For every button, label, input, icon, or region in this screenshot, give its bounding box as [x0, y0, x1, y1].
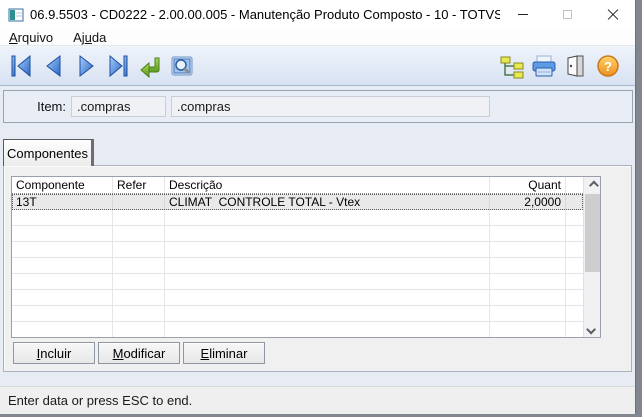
menu-bar: Arquivo Ajuda — [0, 29, 635, 46]
scrollbar-thumb[interactable] — [585, 194, 600, 272]
modificar-button[interactable]: Modificar — [98, 342, 180, 364]
enter-arrow-icon — [139, 57, 159, 79]
app-icon — [8, 8, 24, 21]
first-record-button[interactable] — [7, 52, 36, 81]
last-record-icon — [109, 54, 127, 78]
table-body: Componente Refer Descrição Quant 13T CLI… — [12, 177, 583, 337]
cell-quant: 2,0000 — [490, 194, 566, 209]
table-row-empty — [12, 226, 583, 242]
close-button[interactable] — [590, 0, 635, 29]
magnifier-icon — [171, 56, 192, 76]
status-text: Enter data or press ESC to end. — [8, 393, 193, 408]
menu-item-arquivo[interactable]: Arquivo — [9, 29, 54, 45]
previous-record-icon — [45, 54, 60, 78]
menu-item-ajuda[interactable]: Ajuda — [73, 29, 107, 45]
maximize-button[interactable] — [545, 0, 590, 29]
window-controls — [500, 0, 635, 29]
eliminar-button[interactable]: Eliminar — [183, 342, 265, 364]
table-row-empty — [12, 242, 583, 258]
print-button[interactable] — [529, 52, 558, 81]
table-row-empty — [12, 210, 583, 226]
vertical-scrollbar[interactable] — [583, 177, 600, 337]
minimize-icon — [517, 14, 528, 15]
exit-door-icon — [567, 55, 583, 77]
status-bar: Enter data or press ESC to end. — [0, 386, 635, 414]
scroll-down-button[interactable] — [584, 321, 600, 337]
previous-record-button[interactable] — [39, 52, 68, 81]
structure-button[interactable] — [497, 52, 526, 81]
window-title: 06.9.5503 - CD0222 - 2.00.00.005 - Manut… — [30, 7, 500, 22]
next-record-button[interactable] — [71, 52, 100, 81]
table-row-empty — [12, 322, 583, 337]
col-header-quant[interactable]: Quant — [490, 177, 566, 193]
exit-button[interactable] — [561, 52, 590, 81]
item-panel: Item: .compras .compras — [3, 90, 633, 123]
cell-refer — [113, 194, 165, 209]
svg-text:?: ? — [604, 59, 612, 74]
chevron-up-icon — [588, 180, 599, 190]
printer-icon — [532, 55, 555, 77]
chevron-down-icon — [585, 324, 596, 334]
toolbar: ? — [0, 46, 635, 86]
tab-frame: Componente Refer Descrição Quant 13T CLI… — [3, 165, 632, 372]
scroll-up-button[interactable] — [584, 177, 600, 193]
table-row-empty — [12, 290, 583, 306]
col-header-filler — [566, 177, 583, 193]
first-record-icon — [11, 54, 30, 78]
item-description-field[interactable]: .compras — [171, 96, 490, 117]
close-icon — [607, 9, 619, 21]
col-header-componente[interactable]: Componente — [12, 177, 113, 193]
cell-componente: 13T — [12, 194, 113, 209]
components-table: Componente Refer Descrição Quant 13T CLI… — [11, 176, 601, 338]
incluir-button[interactable]: Incluir — [13, 342, 95, 364]
last-record-button[interactable] — [103, 52, 132, 81]
table-row-empty — [12, 306, 583, 322]
tab-componentes[interactable]: Componentes — [3, 139, 94, 166]
help-icon: ? — [596, 55, 619, 77]
action-buttons: Incluir Modificar Eliminar — [13, 342, 265, 364]
title-bar: 06.9.5503 - CD0222 - 2.00.00.005 - Manut… — [0, 0, 635, 29]
toolbar-nav-group — [7, 52, 196, 81]
minimize-button[interactable] — [500, 0, 545, 29]
tab-label: Componentes — [7, 145, 88, 161]
help-button[interactable]: ? — [593, 52, 622, 81]
structure-tree-icon — [500, 56, 523, 79]
table-row-selected[interactable]: 13T CLIMAT CONTROLE TOTAL - Vtex 2,0000 — [12, 194, 583, 210]
confirm-button[interactable] — [135, 52, 164, 81]
client-area: Item: .compras .compras Componentes Comp… — [0, 86, 635, 386]
item-code-field[interactable]: .compras — [71, 96, 166, 117]
table-row-empty — [12, 258, 583, 274]
toolbar-right-group: ? — [497, 52, 622, 81]
next-record-icon — [79, 54, 94, 78]
col-header-refer[interactable]: Refer — [113, 177, 165, 193]
table-row-empty — [12, 274, 583, 290]
table-header-row: Componente Refer Descrição Quant — [12, 177, 583, 194]
item-label: Item: — [37, 99, 66, 114]
cell-descricao: CLIMAT CONTROLE TOTAL - Vtex — [165, 194, 490, 209]
col-header-descricao[interactable]: Descrição — [165, 177, 490, 193]
maximize-icon — [563, 10, 572, 19]
zoom-view-button[interactable] — [167, 52, 196, 81]
